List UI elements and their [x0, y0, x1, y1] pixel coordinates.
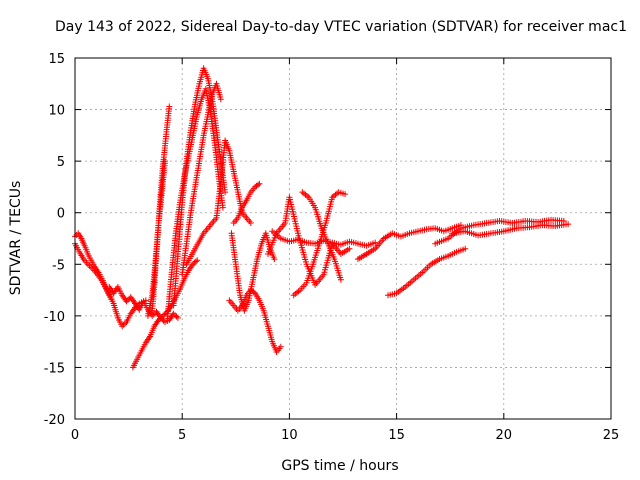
y-tick-label: 0 [57, 207, 65, 222]
y-tick-label: 15 [48, 52, 65, 67]
x-tick-label: 25 [603, 428, 620, 443]
data-point-arc-2 [108, 296, 115, 303]
x-tick-label: 5 [178, 428, 186, 443]
data-point-arc-17 [337, 276, 344, 283]
x-tick-label: 15 [388, 428, 405, 443]
y-tick-label: 5 [57, 155, 65, 170]
data-point-arc-4 [158, 314, 165, 321]
data-point-arc-1 [120, 321, 127, 328]
y-axis-label: SDTVAR / TECUs [8, 181, 24, 296]
ticks-layer: 0 5 10 15 20 25 -20 -15 -10 -5 0 5 10 15 [44, 52, 620, 443]
chart-title: Day 143 of 2022, Sidereal Day-to-day VTE… [55, 19, 627, 35]
data-point-arc-4 [155, 317, 162, 323]
data-point-arc-19 [462, 245, 469, 252]
data-point-arc-4 [194, 257, 201, 264]
x-axis-label: GPS time / hours [281, 458, 398, 474]
data-point-arc-4 [189, 261, 196, 268]
data-point-arc-3 [172, 312, 179, 319]
y-tick-label: -15 [44, 361, 65, 376]
y-tick-label: -5 [52, 258, 65, 273]
data-point-arc-7 [219, 204, 226, 211]
data-point-arc-4 [192, 258, 199, 265]
data-point-arc-14 [346, 245, 353, 252]
x-tick-label: 10 [281, 428, 298, 443]
x-tick-label: 20 [496, 428, 513, 443]
data-point-arc-8 [222, 189, 229, 196]
data-point-arc-15 [372, 239, 379, 246]
grid-layer [75, 58, 611, 419]
data-point-arc-5 [166, 103, 173, 110]
data-point-arc-21 [565, 221, 572, 228]
data-point-arc-12 [271, 256, 278, 263]
x-tick-label: 0 [71, 428, 79, 443]
data-point-arc-13 [256, 180, 263, 187]
data-point-arc-3 [173, 313, 180, 320]
data-point-arc-6 [162, 158, 168, 165]
data-point-arc-13 [255, 181, 261, 188]
data-point-arc-9 [217, 96, 224, 103]
data-points-layer [72, 65, 572, 371]
y-tick-label: -20 [44, 413, 65, 428]
y-tick-label: -10 [44, 310, 65, 325]
data-point-arc-3 [123, 298, 130, 305]
data-point-arc-10 [247, 220, 254, 226]
data-point-arc-3 [174, 314, 181, 321]
y-tick-label: 10 [48, 104, 65, 119]
plot-frame [74, 57, 612, 420]
data-point-arc-11 [277, 343, 284, 350]
data-point-arc-1 [119, 323, 126, 330]
data-point-arc-16 [342, 191, 349, 198]
data-point-arc-11 [250, 289, 257, 296]
